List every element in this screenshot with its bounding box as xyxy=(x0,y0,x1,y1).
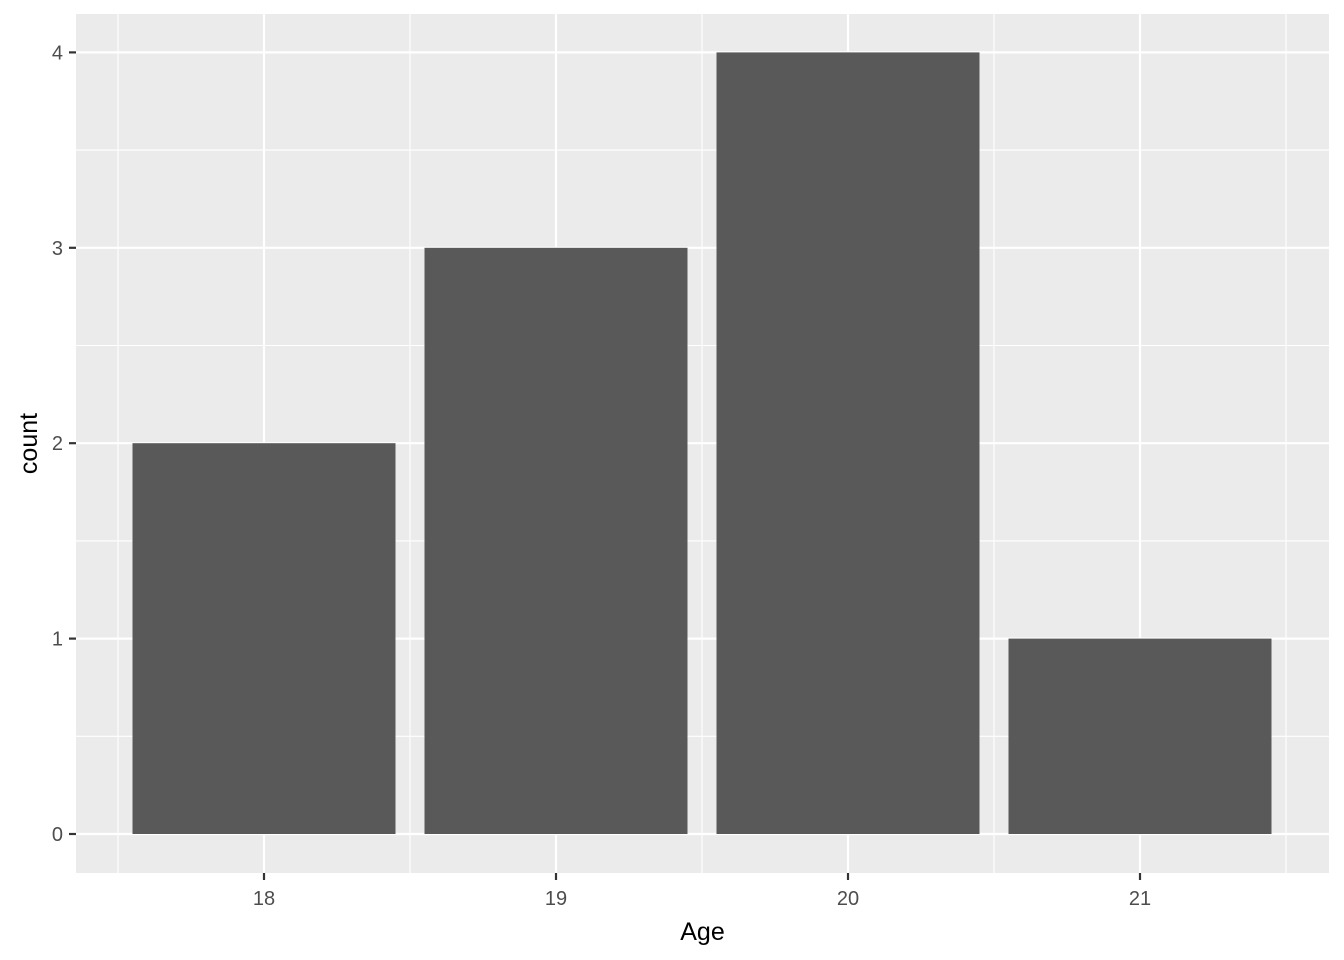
y-tick-label: 1 xyxy=(52,629,63,651)
bar-20 xyxy=(716,52,980,834)
y-tick-label: 3 xyxy=(52,238,63,260)
x-axis: 18 19 20 21 xyxy=(253,873,1151,910)
bar-18 xyxy=(132,443,396,834)
x-tick-label: 21 xyxy=(1129,888,1151,910)
y-tick-label: 4 xyxy=(52,42,63,64)
bars xyxy=(132,52,1272,835)
y-tick-label: 0 xyxy=(52,824,63,846)
x-tick-label: 19 xyxy=(545,888,567,910)
bar-21 xyxy=(1008,638,1272,834)
y-tick-label: 2 xyxy=(52,433,63,455)
bar-19 xyxy=(424,247,688,835)
x-axis-title: Age xyxy=(680,918,724,946)
y-axis-title: count xyxy=(15,413,43,474)
y-axis: 0 1 2 3 4 xyxy=(52,42,76,846)
x-tick-label: 20 xyxy=(837,888,859,910)
x-tick-label: 18 xyxy=(253,888,275,910)
